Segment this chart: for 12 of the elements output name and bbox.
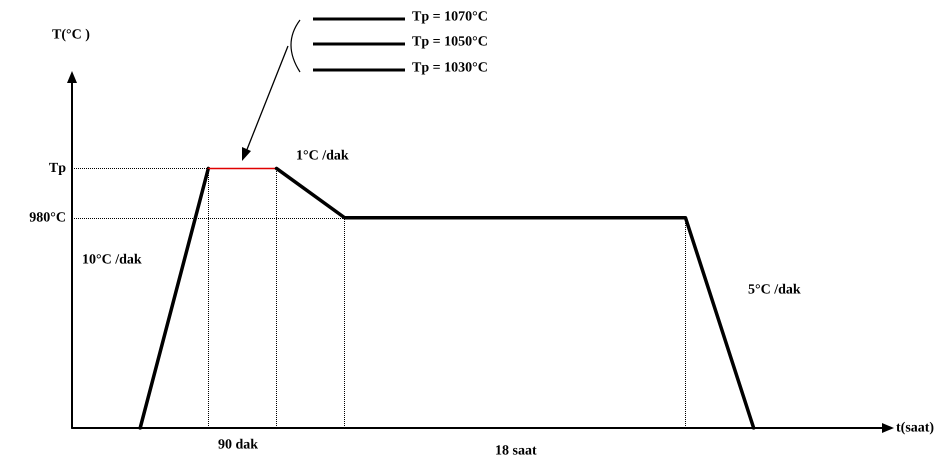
x-axis-title: t(saat) [896,420,934,436]
annotation: 10°C /dak [82,252,142,268]
text: T(°C ) [52,28,90,42]
text: 18 saat [495,444,537,458]
text: 1°C /dak [296,148,349,164]
annotation: 5°C /dak [748,282,801,298]
text: 90 dak [218,438,258,452]
text: Tp = 1050°C [412,34,488,50]
text: Tp = 1070°C [412,10,488,24]
ref-line-label: 980°C [29,210,66,226]
text: Tp = 1030°C [412,60,488,76]
ref-line-label: Tp [48,160,66,176]
